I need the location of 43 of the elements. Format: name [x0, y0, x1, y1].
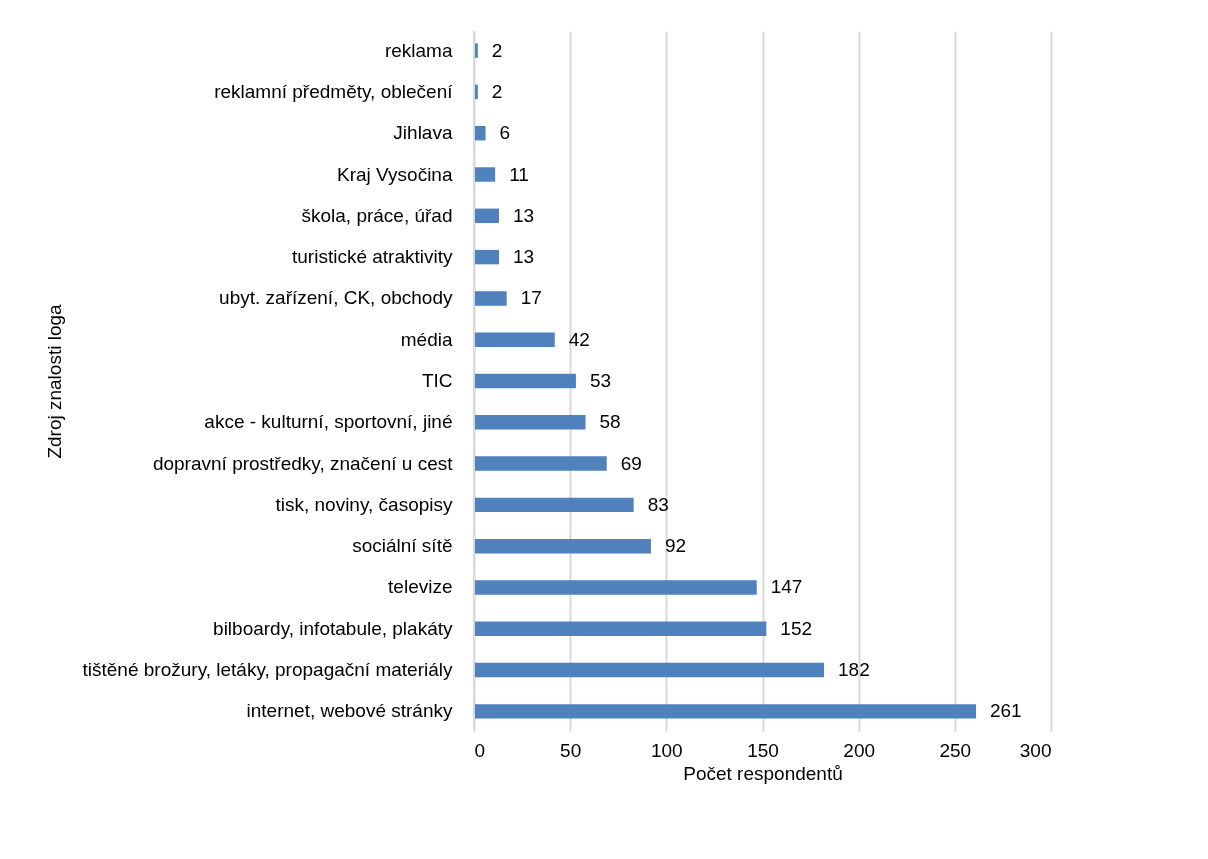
- x-tick-label: 250: [939, 739, 972, 761]
- data-label: 182: [838, 659, 870, 681]
- data-label: 13: [513, 204, 535, 226]
- x-tick-label: 300: [1019, 739, 1052, 761]
- y-tick-label: sociální sítě: [352, 535, 453, 557]
- x-axis-title: Počet respondentů: [683, 762, 843, 784]
- y-axis-title: Zdroj znalosti loga: [43, 303, 65, 459]
- y-tick-label: dopravní prostředky, značení u cest: [152, 452, 454, 474]
- data-label: 2: [491, 80, 503, 102]
- y-tick-label: turistické atraktivity: [292, 246, 453, 268]
- y-tick-label: Kraj Vysočina: [337, 163, 453, 185]
- y-tick-label: reklamní předměty, oblečení: [214, 80, 454, 102]
- data-label: 17: [520, 287, 542, 309]
- x-tick-label: 100: [650, 739, 683, 761]
- y-tick-label: ubyt. zařízení, CK, obchody: [219, 287, 453, 309]
- data-label: 53: [589, 370, 612, 391]
- data-label: 92: [664, 535, 687, 557]
- data-label: 147: [770, 576, 803, 598]
- x-tick-label: 200: [843, 739, 876, 761]
- y-tick-label: škola, práce, úřad: [301, 204, 453, 226]
- y-tick-label: akce - kulturní, sportovní, jiné: [204, 411, 453, 433]
- data-label: 152: [780, 617, 813, 639]
- y-tick-label: televize: [388, 576, 453, 598]
- y-tick-label: tištěné brožury, letáky, propagační materiály: [82, 659, 453, 681]
- data-label: 83: [647, 493, 669, 515]
- y-tick-label: TIC: [421, 370, 453, 391]
- data-label: 2: [491, 39, 503, 61]
- y-tick-label: média: [400, 328, 453, 350]
- data-label: 69: [620, 452, 642, 474]
- x-tick-label: 50: [560, 739, 582, 761]
- x-tick-label: 150: [747, 739, 779, 761]
- y-tick-label: reklama: [384, 39, 453, 61]
- y-tick-label: Jihlava: [393, 122, 453, 144]
- y-tick-label: bilboardy, infotabule, plakáty: [213, 617, 453, 639]
- data-label: 42: [568, 328, 590, 350]
- data-label: 6: [499, 122, 511, 144]
- y-tick-label: internet, webové stránky: [246, 700, 453, 722]
- data-label: 13: [513, 246, 535, 268]
- data-label: 11: [509, 163, 529, 185]
- x-tick-label: 0: [474, 739, 486, 761]
- data-label: 58: [599, 411, 621, 433]
- y-tick-label: tisk, noviny, časopisy: [275, 493, 453, 515]
- data-label: 261: [989, 700, 1022, 722]
